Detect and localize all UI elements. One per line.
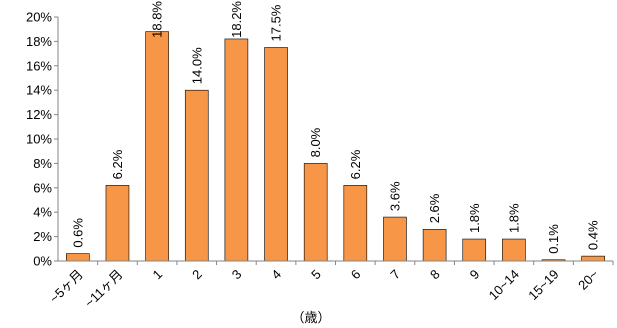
x-axis-unit-label: （歳） <box>291 310 330 325</box>
x-tick-label: 15~19 <box>525 267 561 303</box>
y-tick-label: 6% <box>33 180 52 195</box>
x-tick-label: 1 <box>150 267 166 283</box>
x-tick-label: 10~14 <box>486 267 522 303</box>
data-label: 1.8% <box>506 203 521 233</box>
data-label: 18.2% <box>229 1 244 38</box>
x-tick-label: 20~ <box>575 266 601 292</box>
bar <box>225 39 248 261</box>
y-tick-label: 14% <box>26 83 52 98</box>
x-tick-label: 2 <box>189 267 205 283</box>
y-tick-label: 4% <box>33 205 52 220</box>
y-tick-label: 0% <box>33 254 52 269</box>
bar <box>66 254 89 261</box>
data-label: 18.8% <box>150 1 165 38</box>
data-label: 0.4% <box>586 220 601 250</box>
x-tick-label: ~5ヶ月 <box>46 267 85 306</box>
data-label: 6.2% <box>348 149 363 179</box>
x-axis-ticks: ~5ヶ月~11ヶ月 1 2 3 4 5 6 7 8 9 10~14 15~19 20~ <box>46 261 613 310</box>
bars <box>66 32 604 261</box>
bar <box>502 239 525 261</box>
bar <box>423 229 446 261</box>
y-tick-label: 10% <box>26 132 52 147</box>
y-tick-label: 8% <box>33 156 52 171</box>
data-label: 0.1% <box>546 224 561 254</box>
y-tick-label: 16% <box>26 58 52 73</box>
bar <box>185 90 208 261</box>
data-label: 6.2% <box>110 149 125 179</box>
bar <box>146 32 169 261</box>
y-tick-label: 12% <box>26 107 52 122</box>
data-label: 8.0% <box>308 127 323 157</box>
x-tick-label: 9 <box>467 267 483 283</box>
x-tick-label: ~11ヶ月 <box>82 267 126 311</box>
data-label: 0.6% <box>70 218 85 248</box>
x-tick-label: 8 <box>427 267 443 283</box>
y-tick-label: 20% <box>26 10 52 25</box>
data-label: 3.6% <box>387 181 402 211</box>
x-tick-label: 6 <box>348 267 364 283</box>
y-tick-label: 18% <box>26 34 52 49</box>
data-label: 1.8% <box>467 203 482 233</box>
x-tick-label: 5 <box>308 267 324 283</box>
y-axis-ticks: 0% 2% 4% 6% 8% 10% 12% 14% 16% 18% 20% <box>26 10 58 269</box>
x-tick-label: 4 <box>268 267 284 283</box>
data-label: 2.6% <box>427 193 442 223</box>
data-label: 17.5% <box>269 4 284 41</box>
bar <box>304 163 327 261</box>
bar <box>106 185 129 261</box>
y-tick-label: 2% <box>33 229 52 244</box>
x-tick-label: 7 <box>387 267 403 283</box>
bar <box>582 256 605 261</box>
data-label: 14.0% <box>189 47 204 84</box>
bar <box>383 217 406 261</box>
x-tick-label: 3 <box>229 267 245 283</box>
bar <box>265 48 288 262</box>
bar <box>344 185 367 261</box>
bar <box>463 239 486 261</box>
